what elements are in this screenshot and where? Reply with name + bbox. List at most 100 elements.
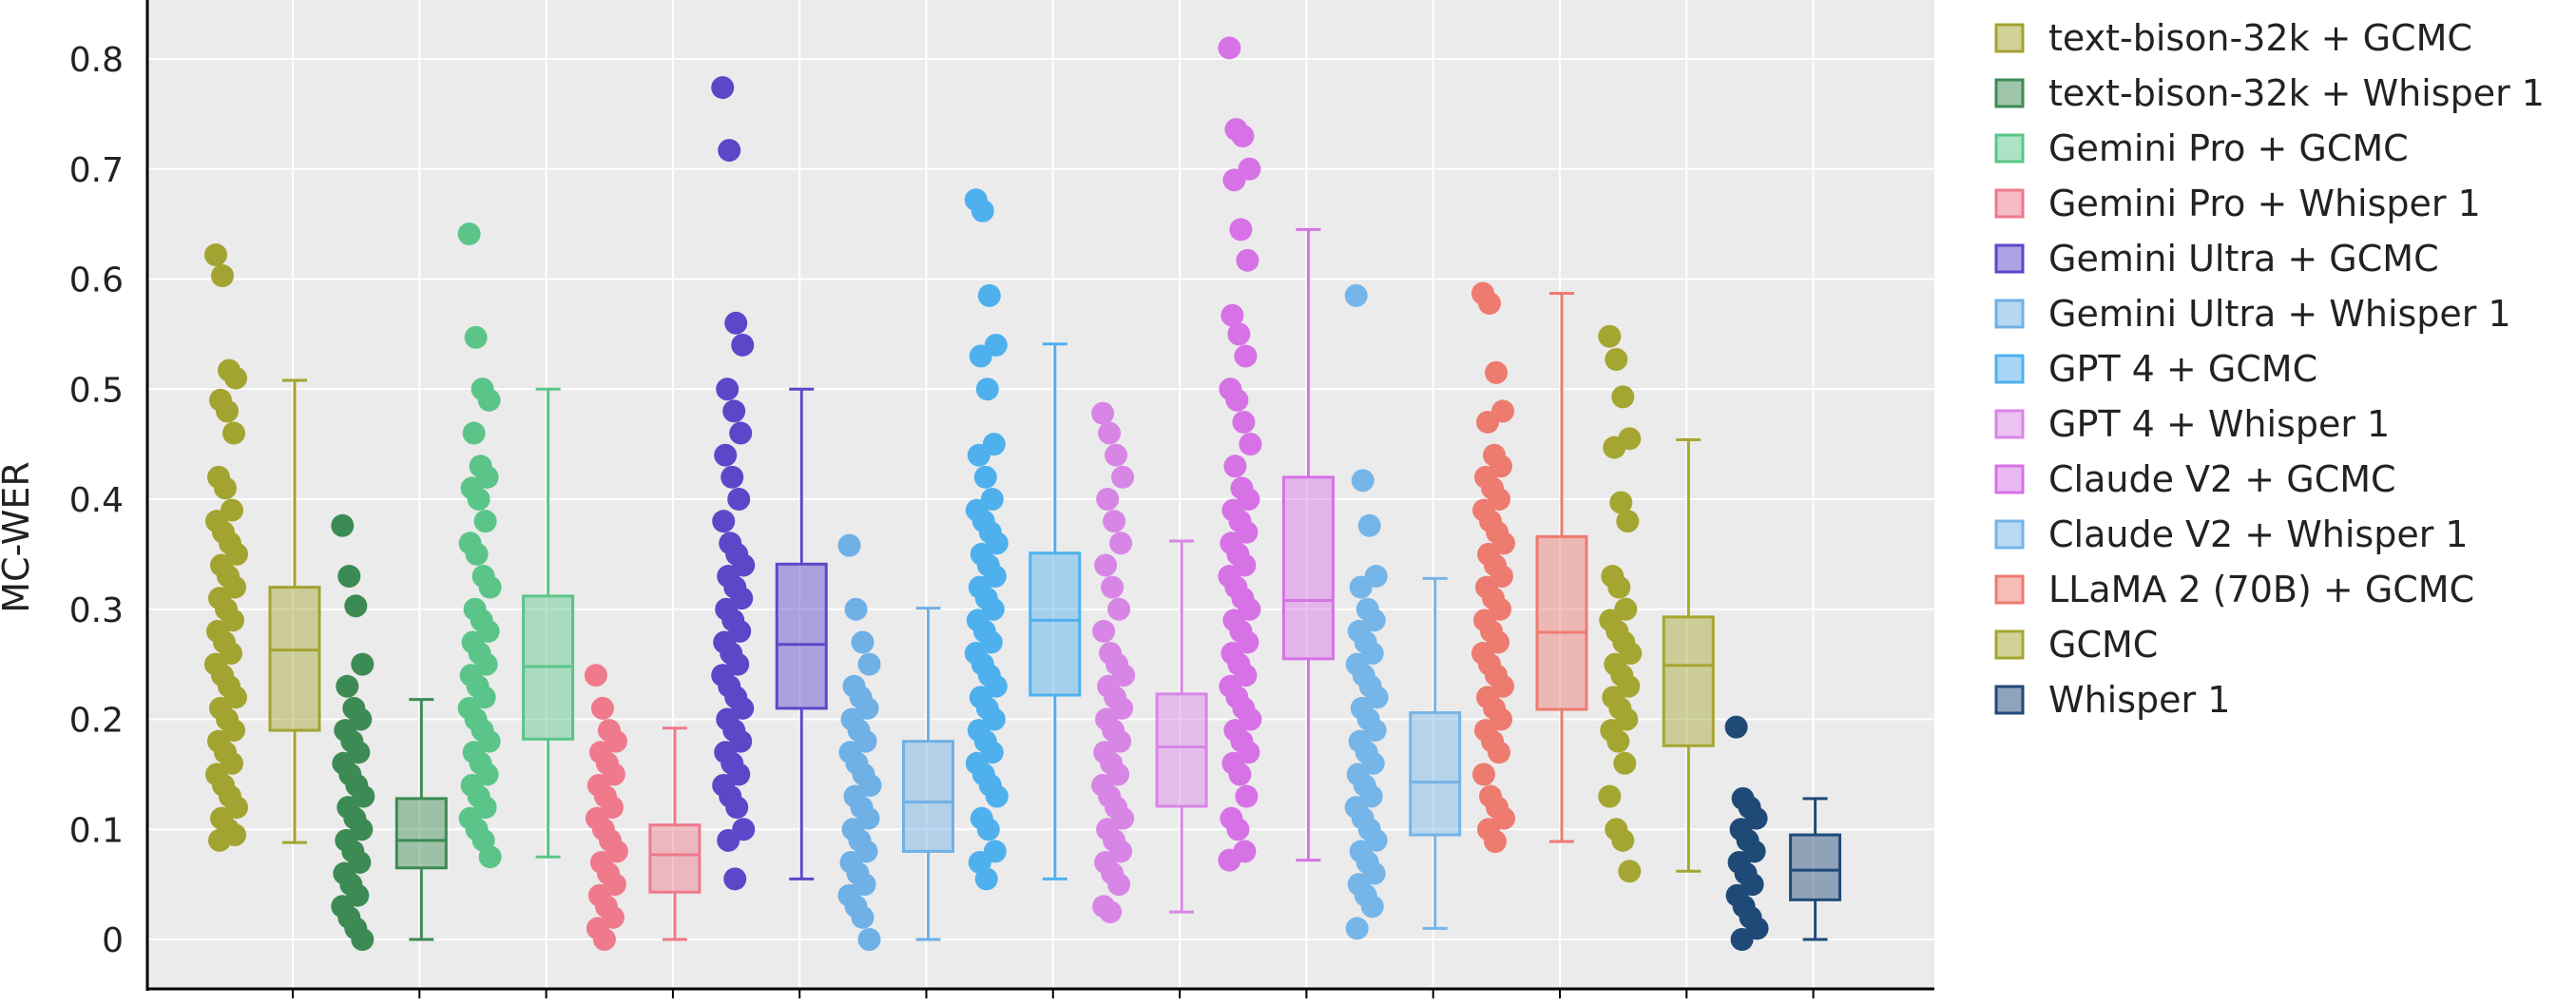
box xyxy=(1281,475,1335,661)
box xyxy=(902,740,954,853)
series-group xyxy=(1724,715,1842,951)
legend-swatch xyxy=(1994,409,2025,439)
data-point xyxy=(1235,784,1259,808)
data-point xyxy=(1221,303,1244,327)
data-point xyxy=(857,652,881,676)
legend-item: GPT 4 + Whisper 1 xyxy=(1994,403,2390,445)
data-point xyxy=(211,264,234,288)
data-point xyxy=(584,664,607,687)
data-point xyxy=(344,594,368,618)
data-point xyxy=(1606,729,1630,753)
legend-item: GCMC xyxy=(1994,624,2158,666)
legend-item: text-bison-32k + Whisper 1 xyxy=(1994,72,2545,114)
y-tick-label: 0.5 xyxy=(69,371,124,410)
data-point xyxy=(1609,491,1633,514)
legend-item: Gemini Pro + GCMC xyxy=(1994,127,2409,169)
legend-swatch xyxy=(1994,574,2025,605)
data-point xyxy=(1351,469,1375,493)
data-point xyxy=(729,421,753,445)
legend-swatch xyxy=(1994,243,2025,274)
data-point xyxy=(477,388,501,412)
data-point xyxy=(1607,575,1631,599)
data-point xyxy=(216,399,239,423)
data-point xyxy=(590,696,614,720)
data-point xyxy=(1092,619,1116,643)
legend-swatch xyxy=(1994,629,2025,660)
data-point xyxy=(1101,575,1125,599)
data-point xyxy=(351,652,375,676)
series-group xyxy=(837,533,954,951)
data-point xyxy=(976,818,1000,842)
box xyxy=(394,797,448,870)
data-point xyxy=(1476,410,1499,434)
data-point xyxy=(337,565,361,589)
data-point xyxy=(214,476,237,500)
legend: text-bison-32k + GCMC text-bison-32k + Wh… xyxy=(1994,17,2545,721)
y-tick-label: 0.7 xyxy=(69,151,124,190)
data-point xyxy=(975,377,999,401)
data-point xyxy=(224,366,247,390)
series-group xyxy=(1344,283,1462,940)
box xyxy=(1535,534,1588,711)
axes: 0 0.1 0.2 0.3 0.4 0.5 0.6 0.7 0.8 xyxy=(69,0,1934,998)
legend-item: Whisper 1 xyxy=(1994,679,2230,721)
data-point xyxy=(1091,401,1115,425)
data-point xyxy=(1603,435,1626,459)
data-point xyxy=(985,784,1009,808)
data-point xyxy=(467,488,490,511)
legend-label: Gemini Ultra + GCMC xyxy=(2048,238,2439,280)
legend-item: text-bison-32k + GCMC xyxy=(1994,17,2472,59)
data-point xyxy=(351,928,375,951)
legend-swatch xyxy=(1994,23,2025,53)
data-point xyxy=(1613,751,1637,775)
data-point xyxy=(222,421,245,445)
data-point xyxy=(1349,575,1373,599)
data-point xyxy=(1098,421,1122,445)
data-point xyxy=(1103,510,1126,533)
data-point xyxy=(974,867,998,891)
data-point xyxy=(857,928,881,951)
y-tick-label: 0 xyxy=(102,921,124,960)
data-point xyxy=(457,222,481,246)
legend-item: Claude V2 + GCMC xyxy=(1994,458,2396,500)
legend-label: Gemini Pro + GCMC xyxy=(2048,127,2409,169)
data-point xyxy=(1472,763,1495,786)
data-point xyxy=(1611,828,1635,852)
data-point xyxy=(478,575,502,599)
data-point xyxy=(1099,900,1123,924)
data-point xyxy=(1218,36,1241,60)
data-point xyxy=(1236,248,1259,272)
data-point xyxy=(723,867,747,891)
box xyxy=(1155,692,1208,808)
legend-swatch xyxy=(1994,188,2025,219)
grid-lines xyxy=(147,0,1934,989)
data-point xyxy=(462,421,486,445)
legend-swatch xyxy=(1994,464,2025,494)
data-point xyxy=(1107,597,1131,621)
series-group xyxy=(1218,36,1335,872)
box xyxy=(1662,615,1715,747)
data-point xyxy=(727,488,751,511)
data-point xyxy=(331,513,355,537)
data-point xyxy=(1228,763,1252,786)
data-point xyxy=(1598,784,1622,808)
legend-label: Claude V2 + Whisper 1 xyxy=(2048,513,2469,555)
data-point xyxy=(1229,218,1253,242)
data-point xyxy=(464,325,488,349)
y-tick-label: 0.6 xyxy=(69,261,124,300)
legend-item: LLaMA 2 (70B) + GCMC xyxy=(1994,569,2474,610)
series-group xyxy=(1471,281,1588,853)
legend-label: GPT 4 + GCMC xyxy=(2048,348,2317,390)
data-point xyxy=(1105,443,1128,467)
data-point xyxy=(1357,513,1381,537)
legend-label: text-bison-32k + GCMC xyxy=(2048,17,2472,59)
data-point xyxy=(1344,283,1368,307)
y-tick-label: 0.2 xyxy=(69,702,124,741)
legend-label: GCMC xyxy=(2048,624,2158,666)
data-point xyxy=(967,443,990,467)
box xyxy=(268,586,321,732)
data-point xyxy=(725,796,749,820)
series-group xyxy=(964,188,1082,891)
legend-swatch xyxy=(1994,299,2025,329)
